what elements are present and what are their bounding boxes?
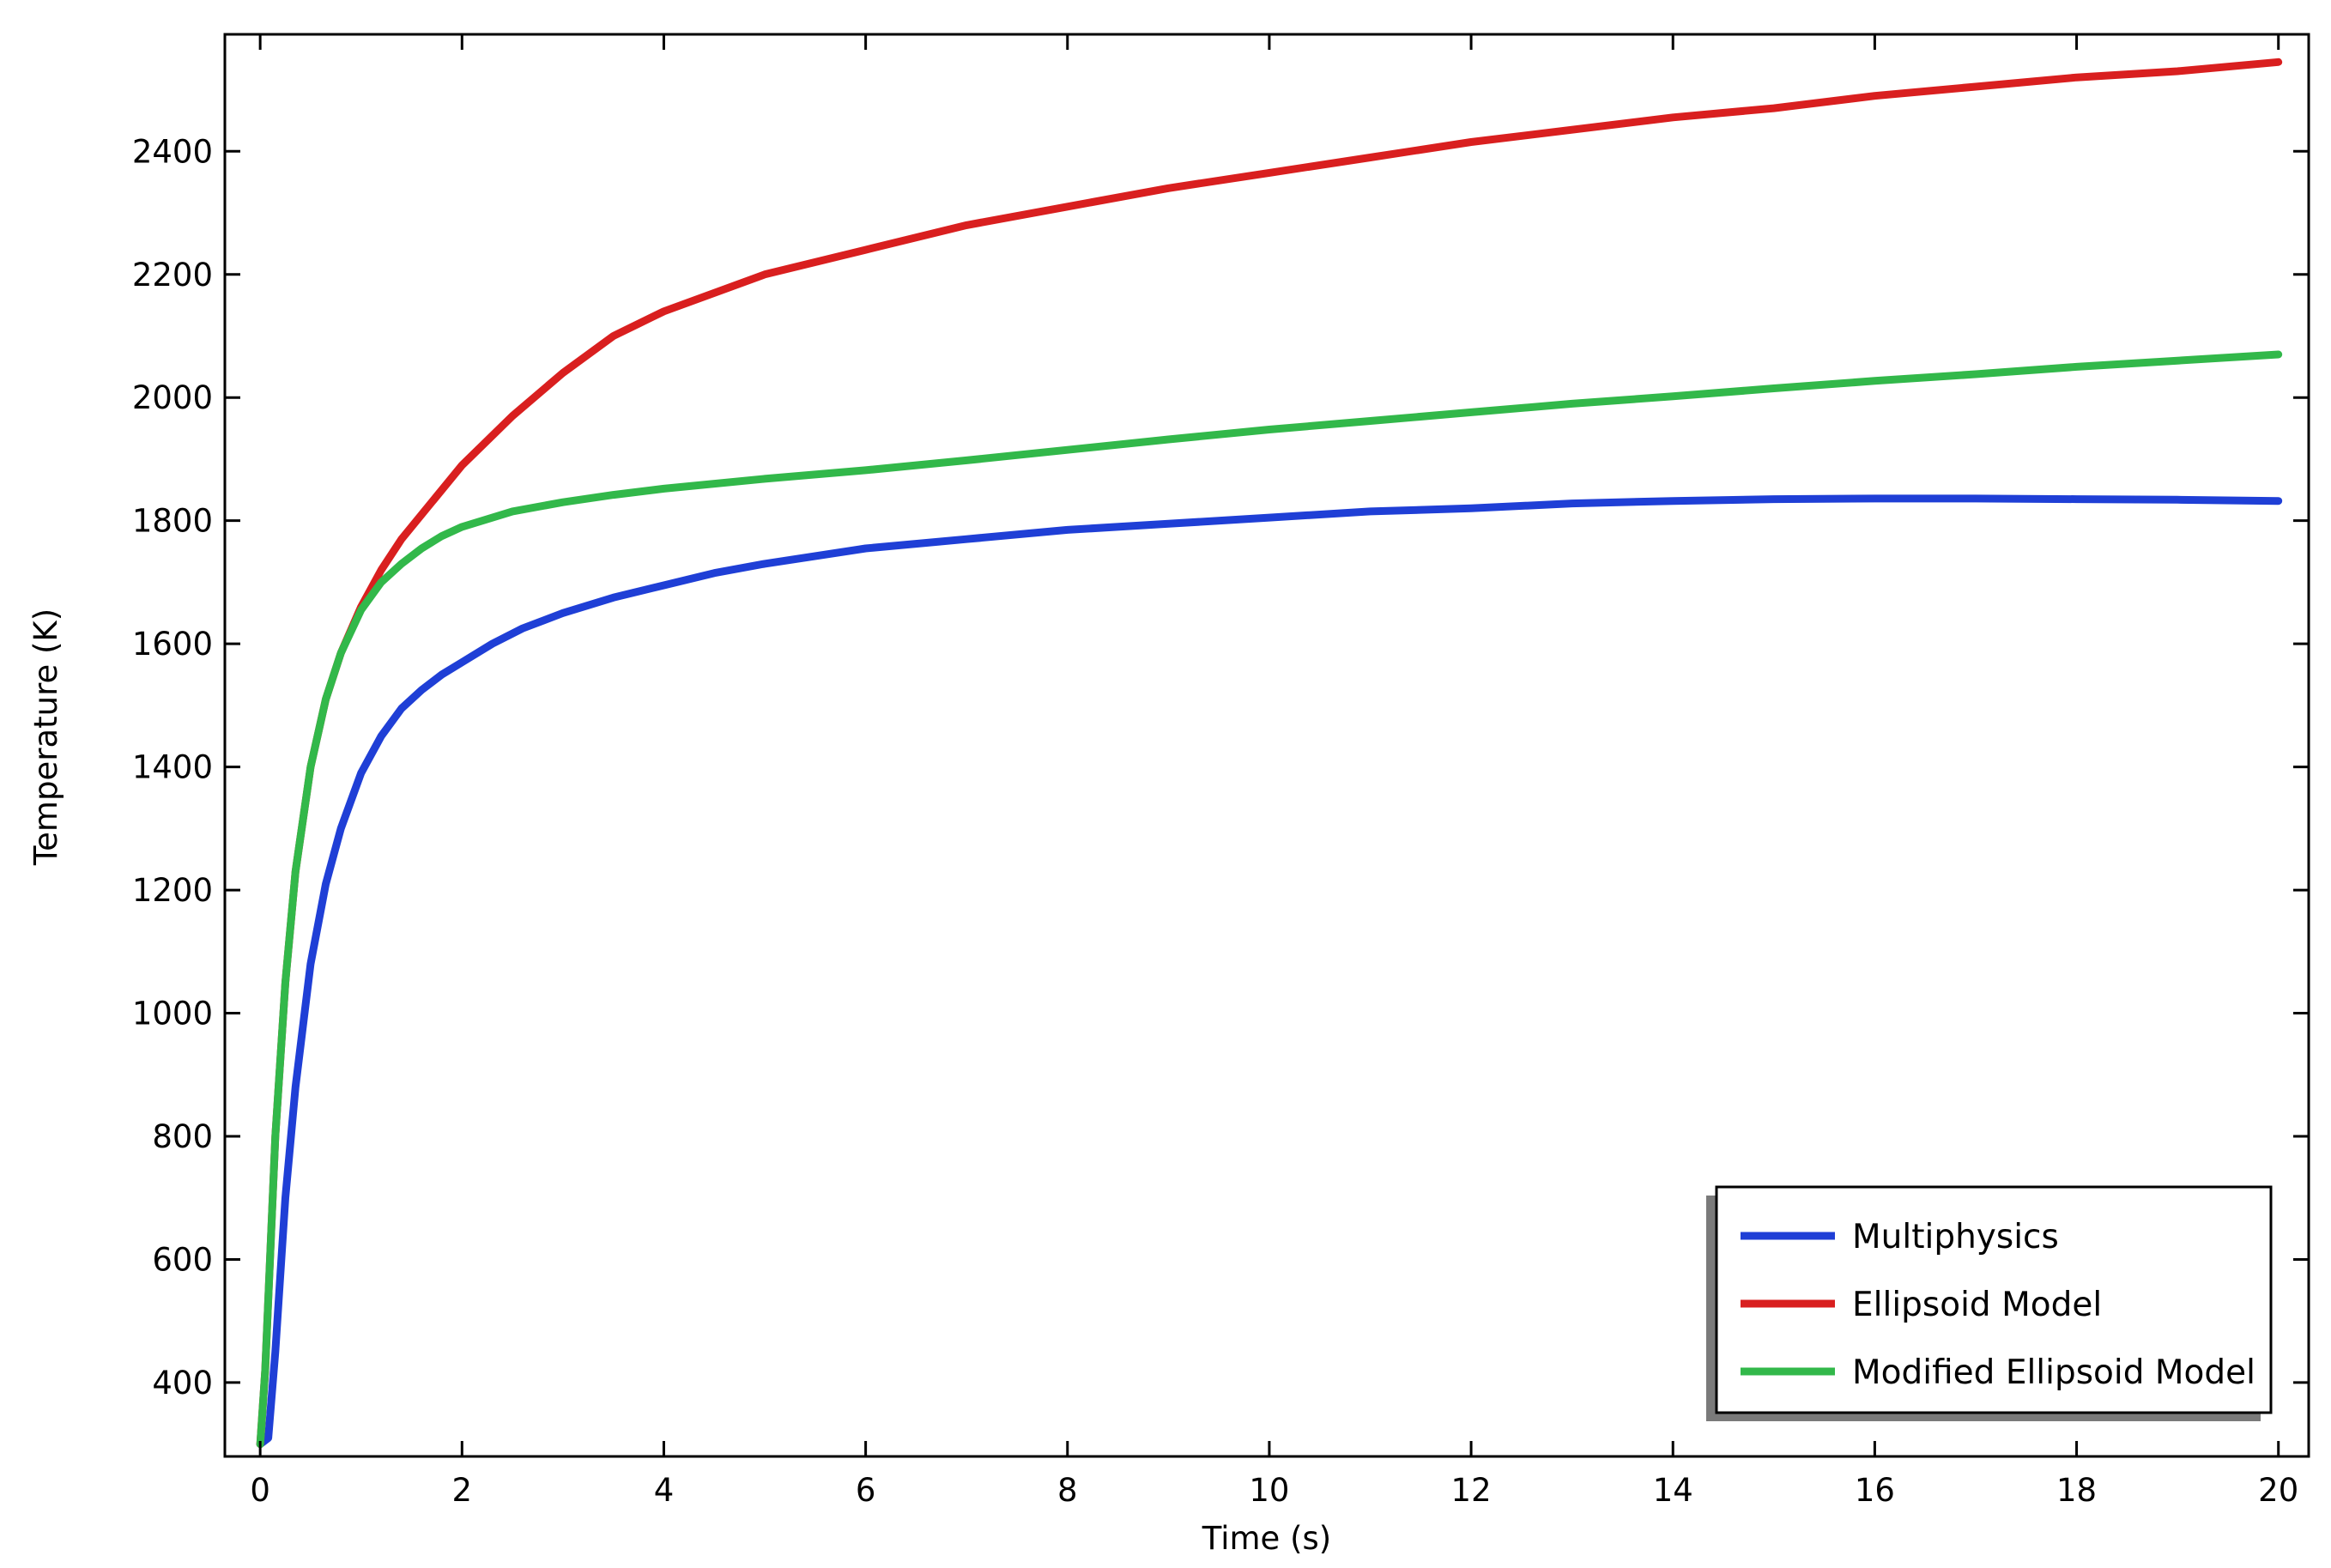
axis-ticks: 0 2 4 6 8 10 12 14 16 18 20 400 600 800 1000 1200 1400 16… bbox=[132, 34, 2309, 1509]
x-tick-label: 12 bbox=[1451, 1472, 1492, 1509]
legend-label-1: Multiphysics bbox=[1852, 1218, 2059, 1256]
x-tick-label: 2 bbox=[452, 1472, 473, 1509]
legend-label-2: Ellipsoid Model bbox=[1852, 1286, 2102, 1324]
legend-label-3: Modified Ellipsoid Model bbox=[1852, 1353, 2255, 1392]
x-axis-title: Time (s) bbox=[1202, 1520, 1331, 1557]
legend: Multiphysics Ellipsoid Model Modified Elli… bbox=[1706, 1185, 2273, 1421]
series-lines bbox=[256, 58, 2283, 1449]
x-tick-label: 0 bbox=[250, 1472, 270, 1509]
y-tick-label: 400 bbox=[152, 1365, 213, 1402]
y-tick-label: 1600 bbox=[132, 626, 213, 663]
x-tick-label: 20 bbox=[2258, 1472, 2298, 1509]
plot-frame bbox=[223, 33, 2310, 1458]
x-tick-label: 16 bbox=[1855, 1472, 1895, 1509]
x-tick-label: 6 bbox=[856, 1472, 876, 1509]
x-tick-label: 10 bbox=[1249, 1472, 1289, 1509]
y-tick-label: 600 bbox=[152, 1241, 213, 1278]
y-tick-label: 1200 bbox=[132, 872, 213, 909]
x-tick-label: 8 bbox=[1057, 1472, 1078, 1509]
y-tick-label: 2000 bbox=[132, 379, 213, 416]
y-axis-title: Temperature (K) bbox=[27, 608, 64, 866]
series-line-1 bbox=[256, 494, 2283, 1449]
series-line-3 bbox=[256, 350, 2283, 1449]
legend-items: Multiphysics Ellipsoid Model Modified Elli… bbox=[1741, 1218, 2255, 1392]
x-tick-label: 18 bbox=[2056, 1472, 2097, 1509]
y-tick-label: 800 bbox=[152, 1118, 213, 1155]
x-tick-label: 4 bbox=[654, 1472, 675, 1509]
y-tick-label: 1400 bbox=[132, 749, 213, 786]
y-tick-label: 1800 bbox=[132, 503, 213, 540]
y-tick-label: 2400 bbox=[132, 133, 213, 170]
y-tick-label: 2200 bbox=[132, 257, 213, 294]
y-tick-label: 1000 bbox=[132, 996, 213, 1032]
x-tick-label: 14 bbox=[1653, 1472, 1693, 1509]
